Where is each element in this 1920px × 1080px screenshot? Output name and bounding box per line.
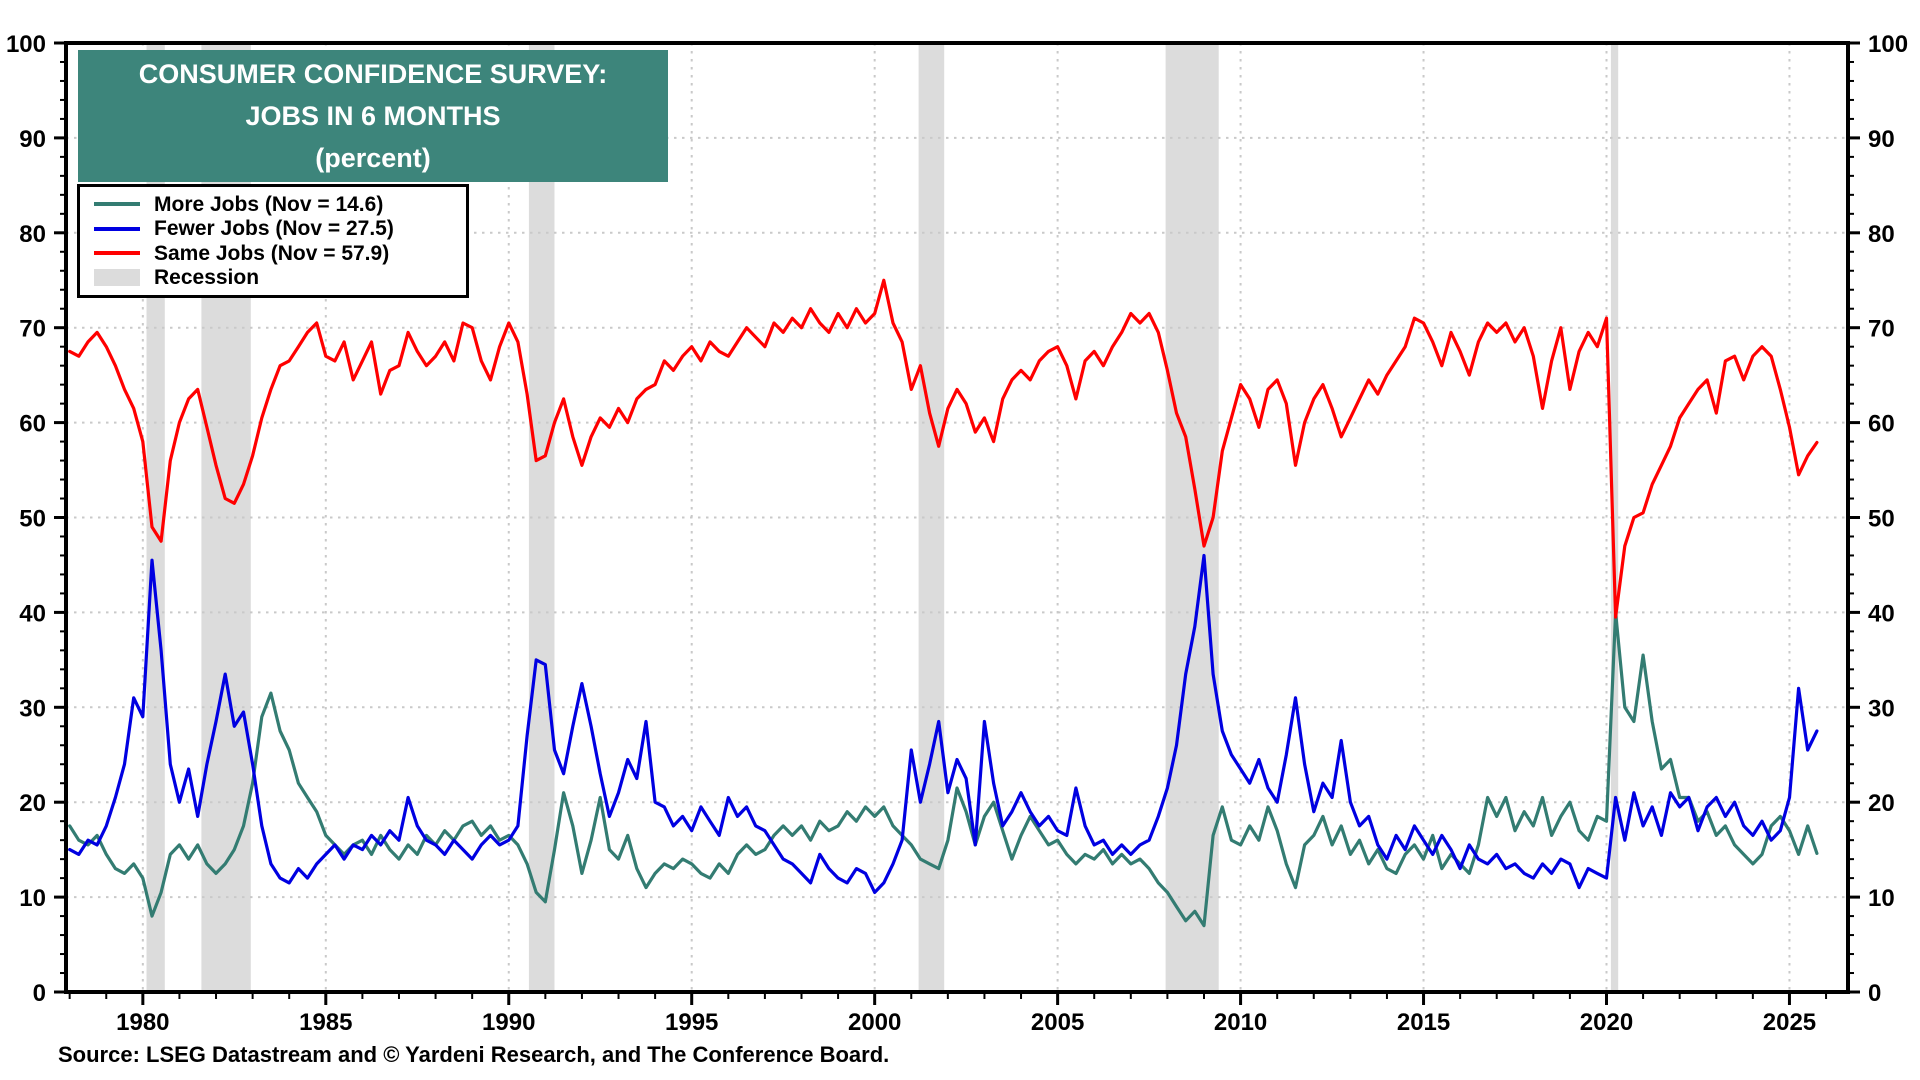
chart-title-line3: (percent) (315, 143, 431, 173)
same-jobs-line-swatch (94, 251, 140, 256)
y-axis-label-right: 30 (1868, 695, 1895, 722)
x-axis-label: 1990 (482, 1009, 535, 1036)
series-line-same-jobs (68, 278, 1819, 619)
x-axis-label: 2015 (1397, 1009, 1450, 1036)
y-axis-label-left: 50 (19, 506, 46, 533)
y-axis-label-left: 60 (19, 411, 46, 438)
chart-title-line1: CONSUMER CONFIDENCE SURVEY: (138, 59, 608, 89)
y-axis-label-right: 10 (1868, 885, 1895, 912)
x-axis-label: 2025 (1763, 1009, 1816, 1036)
y-axis-label-right: 0 (1868, 980, 1881, 1007)
y-axis-label-left: 40 (19, 600, 46, 627)
legend-label: Fewer Jobs (Nov = 27.5) (154, 217, 394, 241)
legend-item-fewer-jobs: Fewer Jobs (Nov = 27.5) (94, 218, 460, 239)
y-axis-label-right: 70 (1868, 316, 1895, 343)
more-jobs-line-swatch (94, 202, 140, 207)
y-axis-label-right: 40 (1868, 600, 1895, 627)
x-axis-label: 1980 (116, 1009, 169, 1036)
recession-patch-swatch (94, 269, 140, 287)
legend-label: Same Jobs (Nov = 57.9) (154, 241, 390, 265)
x-axis-label: 2000 (848, 1009, 901, 1036)
recession-band (528, 43, 555, 992)
y-axis-label-right: 50 (1868, 506, 1895, 533)
plot-frame (64, 41, 1850, 994)
y-axis-label-left: 80 (19, 221, 46, 248)
x-axis-label: 1985 (299, 1009, 352, 1036)
chart-title-box: CONSUMER CONFIDENCE SURVEY: JOBS IN 6 MO… (78, 50, 668, 182)
chart-legend: More Jobs (Nov = 14.6) Fewer Jobs (Nov =… (77, 184, 469, 298)
x-axis-label: 2005 (1031, 1009, 1084, 1036)
x-axis-label: 1995 (665, 1009, 718, 1036)
y-axis-label-left: 20 (19, 790, 46, 817)
y-axis-label-left: 0 (33, 980, 46, 1007)
y-axis-label-left: 100 (6, 31, 46, 58)
y-axis-label-right: 100 (1868, 31, 1908, 58)
series-line-fewer-jobs (68, 553, 1819, 894)
y-axis-label-left: 30 (19, 695, 46, 722)
recession-band (1610, 43, 1619, 992)
legend-item-recession: Recession (94, 267, 460, 288)
chart-title-line2: JOBS IN 6 MONTHS (245, 101, 501, 131)
legend-item-same-jobs: Same Jobs (Nov = 57.9) (94, 243, 460, 264)
y-axis-label-right: 80 (1868, 221, 1895, 248)
legend-label: Recession (154, 266, 260, 290)
legend-label: More Jobs (Nov = 14.6) (154, 192, 384, 216)
y-axis-label-right: 20 (1868, 790, 1895, 817)
x-axis-label: 2020 (1580, 1009, 1633, 1036)
x-axis-label: 2010 (1214, 1009, 1267, 1036)
y-axis-label-right: 90 (1868, 126, 1895, 153)
y-axis-label-left: 10 (19, 885, 46, 912)
source-note: Source: LSEG Datastream and © Yardeni Re… (58, 1042, 890, 1067)
y-axis-label-left: 70 (19, 316, 46, 343)
recession-band (1165, 43, 1219, 992)
series-line-more-jobs (68, 610, 1819, 928)
y-axis-label-right: 60 (1868, 411, 1895, 438)
fewer-jobs-line-swatch (94, 226, 140, 231)
y-axis-label-left: 90 (19, 126, 46, 153)
legend-item-more-jobs: More Jobs (Nov = 14.6) (94, 194, 460, 215)
